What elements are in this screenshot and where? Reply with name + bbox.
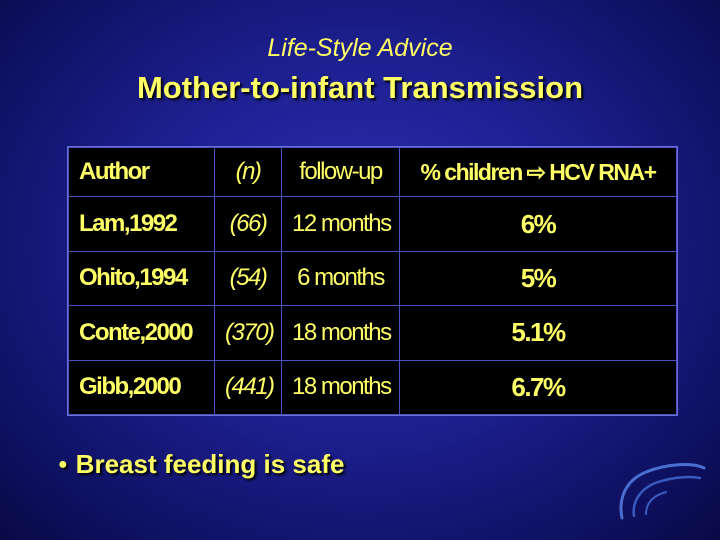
table-header-row: Author (n) follow-up % children ⇨ HCV RN…: [68, 146, 677, 198]
header-outcome: % children ⇨ HCV RNA+: [399, 146, 677, 198]
cell-followup: 6 months: [281, 250, 400, 307]
bullet-item: ● Breast feeding is safe: [58, 449, 344, 480]
slide-subtitle: Life-Style Advice: [267, 34, 453, 62]
table-row: Lam,1992 (66) 12 months 6%: [68, 196, 677, 252]
slide-title: Mother-to-infant Transmission: [136, 70, 584, 105]
cell-author: Ohito,1994: [68, 250, 215, 307]
cell-n: (54): [214, 250, 282, 307]
cell-n: (370): [214, 305, 282, 361]
cell-n: (441): [214, 359, 282, 416]
table-row: Gibb,2000 (441) 18 months 6.7%: [68, 359, 677, 416]
cell-author: Lam,1992: [68, 196, 215, 252]
cell-followup: 18 months: [281, 305, 400, 361]
transmission-table: Author (n) follow-up % children ⇨ HCV RN…: [67, 146, 678, 416]
cell-pct: 6.7%: [399, 359, 677, 416]
cell-followup: 12 months: [281, 196, 400, 252]
bullet-dot-icon: ●: [58, 455, 68, 473]
cell-pct: 6%: [399, 196, 677, 252]
cell-author: Conte,2000: [68, 305, 215, 361]
table-row: Ohito,1994 (54) 6 months 5%: [68, 250, 677, 307]
cell-pct: 5.1%: [399, 305, 677, 361]
header-followup: follow-up: [281, 146, 400, 198]
bullet-text: Breast feeding is safe: [75, 449, 345, 479]
cell-followup: 18 months: [281, 359, 400, 416]
logo-icon: [619, 463, 706, 520]
cell-author: Gibb,2000: [68, 359, 215, 416]
cell-pct: 5%: [399, 250, 677, 307]
header-author: Author: [68, 146, 215, 198]
header-n: (n): [214, 146, 282, 198]
table-row: Conte,2000 (370) 18 months 5.1%: [68, 305, 677, 361]
cell-n: (66): [214, 196, 282, 252]
